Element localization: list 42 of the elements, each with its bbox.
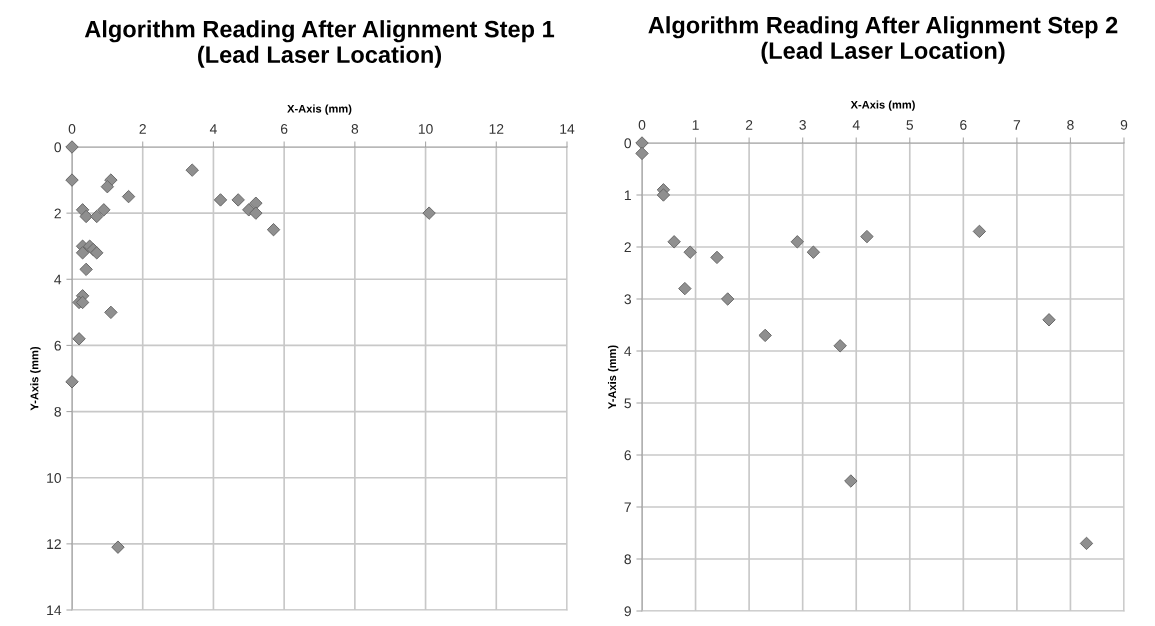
x-tick-label: 0 <box>638 120 646 130</box>
x-axis-title: X-Axis (mm) <box>850 100 915 111</box>
y-tick-label: 4 <box>54 274 62 285</box>
y-tick-label: 9 <box>624 606 631 617</box>
x-tick-label: 8 <box>351 124 359 134</box>
chart-title: Algorithm Reading After Alignment Step 2 (Lead Laser Location) <box>648 16 1118 64</box>
y-tick-label: 5 <box>624 398 631 409</box>
y-tick-label: 1 <box>624 190 631 201</box>
x-tick-label: 4 <box>209 124 217 134</box>
y-tick-label: 10 <box>47 473 62 483</box>
x-tick-label: 1 <box>692 120 699 130</box>
x-tick-label: 9 <box>1120 120 1128 130</box>
y-tick-label: 14 <box>47 605 62 616</box>
y-tick-label: 8 <box>54 406 61 417</box>
chart-title: Algorithm Reading After Alignment Step 1 (Lead Laser Location) <box>84 20 555 68</box>
y-tick-label: 0 <box>54 142 62 153</box>
x-tick-label: 12 <box>489 124 504 134</box>
y-tick-label: 2 <box>54 208 61 219</box>
y-axis-title: Y-Axis (mm) <box>607 345 619 409</box>
x-tick-label: 4 <box>852 120 860 130</box>
x-tick-label: 14 <box>560 124 575 134</box>
y-tick-label: 2 <box>624 242 631 253</box>
x-tick-label: 8 <box>1067 120 1074 130</box>
y-tick-label: 12 <box>47 539 61 549</box>
y-tick-label: 0 <box>624 138 632 149</box>
x-tick-label: 3 <box>799 120 806 130</box>
x-tick-label: 7 <box>1013 120 1021 130</box>
y-tick-label: 3 <box>624 294 631 305</box>
y-tick-label: 8 <box>624 554 631 565</box>
x-tick-label: 6 <box>960 120 967 130</box>
y-axis-title: Y-Axis (mm) <box>30 346 41 411</box>
x-tick-label: 10 <box>418 124 433 134</box>
y-tick-label: 6 <box>54 340 61 351</box>
x-tick-label: 0 <box>68 124 76 134</box>
x-tick-label: 5 <box>906 120 914 130</box>
x-tick-label: 6 <box>280 124 288 134</box>
x-tick-label: 2 <box>139 124 146 134</box>
y-tick-label: 7 <box>624 502 631 513</box>
y-tick-label: 6 <box>624 450 631 461</box>
x-tick-label: 2 <box>745 120 753 130</box>
y-tick-label: 4 <box>624 346 632 357</box>
x-axis-title: X-Axis (mm) <box>287 104 352 115</box>
